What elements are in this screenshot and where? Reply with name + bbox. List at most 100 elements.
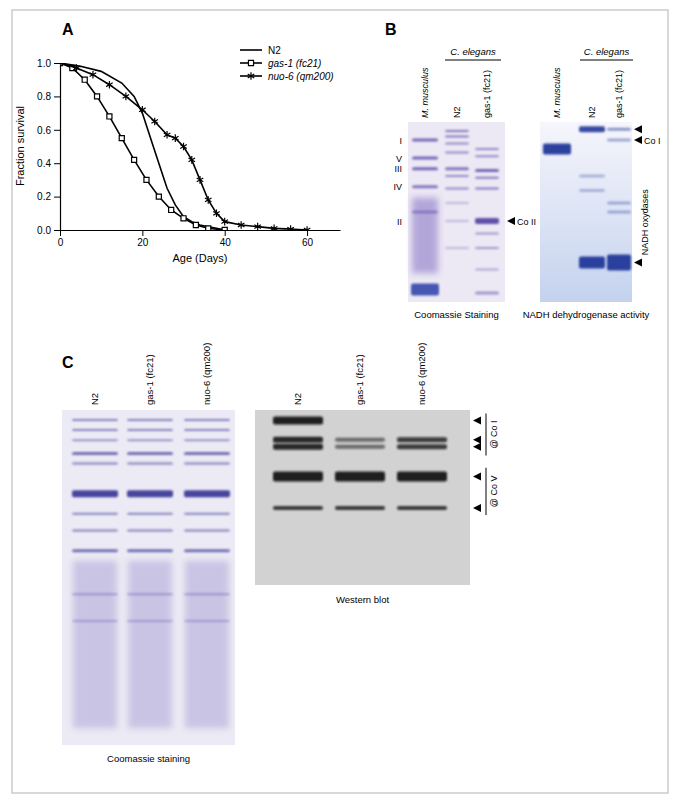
tick-mark: [60, 230, 61, 236]
gel: [540, 122, 632, 302]
gel: [408, 122, 505, 302]
legend-label: N2: [268, 45, 281, 56]
series-line: [60, 63, 307, 230]
series-marker: [172, 134, 179, 142]
blot: [255, 410, 470, 585]
legend-label: nuo-6 (qm200): [268, 71, 334, 82]
series-line: [60, 63, 225, 230]
gel-band: [579, 189, 605, 192]
legend-item: N2: [240, 45, 281, 56]
tick: 1.0: [37, 58, 60, 69]
gel-band: [412, 167, 438, 170]
gel-band: [543, 144, 571, 155]
gel-band: [475, 148, 499, 150]
bracket: [486, 414, 487, 456]
gel-band: [127, 439, 173, 441]
panel-label: C: [62, 354, 74, 371]
lane-label: gas-1 (fc21): [614, 70, 624, 118]
gel-smear: [412, 198, 438, 274]
series-marker: [156, 194, 161, 199]
lane-label: N2: [292, 393, 303, 405]
series-marker: [90, 71, 97, 79]
tick-label: 60: [302, 237, 314, 248]
series-marker: [151, 118, 158, 126]
series-marker: [287, 225, 294, 230]
series-marker: [238, 221, 245, 229]
gel-band: [475, 247, 499, 249]
series-marker: [188, 156, 195, 164]
y-axis: 0.00.20.40.60.81.0: [37, 58, 60, 236]
series-marker: [123, 93, 130, 101]
series-marker: [197, 176, 204, 184]
gel-smear: [128, 561, 172, 729]
series-marker: [193, 222, 198, 227]
tick-mark: [54, 163, 60, 164]
series-marker: [106, 81, 113, 89]
gel-band: [72, 419, 118, 421]
gel-band: [184, 513, 230, 515]
series-marker: [73, 64, 80, 72]
gel-band: [127, 549, 173, 552]
gel-band: [607, 128, 631, 131]
arrow: [473, 436, 481, 444]
tick-mark: [54, 96, 60, 97]
series-marker: [144, 177, 149, 182]
gel-band: [475, 177, 499, 179]
caption: NADH dehydrogenase activity: [523, 309, 650, 320]
gel-band: [411, 283, 439, 295]
series-marker: [271, 225, 278, 230]
lane-label: gas-1 (fc21): [354, 354, 365, 405]
group-line: [580, 60, 633, 61]
gel-band: [72, 439, 118, 441]
arrow: [634, 125, 642, 133]
gel-band: [184, 620, 230, 622]
gel-band: [397, 472, 447, 482]
axis-line: [61, 230, 341, 231]
lane-label: nuo-6 (qm200): [201, 343, 212, 405]
caption: Western blot: [336, 594, 390, 605]
gel-band: [445, 175, 469, 177]
gel-band: [72, 463, 118, 465]
complex-label: IV: [393, 182, 402, 192]
gel-band: [445, 130, 469, 132]
gel-band: [607, 211, 631, 214]
gel-band: [184, 530, 230, 532]
tick: 0.2: [37, 191, 60, 202]
gel-band: [72, 530, 118, 532]
gel-band: [445, 247, 469, 249]
gel-band: [445, 135, 469, 137]
gel-band: [72, 490, 118, 497]
gel-band: [579, 256, 605, 268]
legend-label: gas-1 (fc21): [268, 58, 321, 69]
gel-band: [127, 530, 173, 532]
lane-label: N2: [587, 106, 597, 118]
gel-band: [445, 167, 469, 170]
gel-band: [273, 444, 323, 450]
gel-band: [184, 549, 230, 552]
band-label: Co II: [517, 217, 536, 227]
arrow: [507, 217, 515, 225]
gel-band: [127, 419, 173, 421]
x-axis-title: Age (Days): [172, 252, 227, 264]
gel-band: [475, 188, 499, 190]
gel-band: [72, 429, 118, 431]
tick-label: 1.0: [37, 58, 51, 69]
lane-label: N2: [452, 106, 462, 118]
series-marker: [60, 63, 63, 67]
lane-label: gas-1 (fc21): [482, 70, 492, 118]
tick-label: 0.2: [37, 191, 51, 202]
series-marker: [221, 218, 228, 226]
gel-band: [72, 620, 118, 622]
legend-item: nuo-6 (qm200): [240, 71, 334, 82]
series-marker: [213, 210, 220, 218]
caption: Coomassie staining: [107, 753, 190, 764]
band-label: @ Co I: [489, 420, 499, 448]
gel-band: [72, 549, 118, 552]
complex-label: II: [397, 217, 402, 227]
gel-band: [184, 452, 230, 455]
gel-band: [127, 620, 173, 622]
gel-band: [475, 155, 499, 157]
gel-band: [335, 438, 385, 442]
gel-band: [184, 439, 230, 441]
lane-label: nuo-6 (qm200): [416, 343, 427, 405]
